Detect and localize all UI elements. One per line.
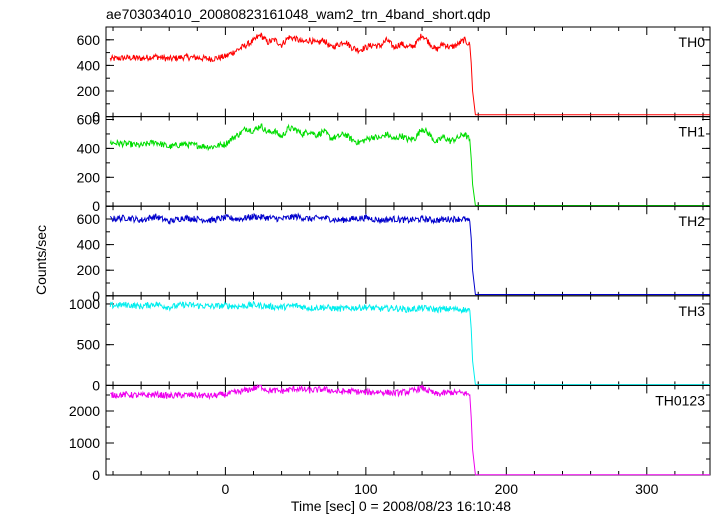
series-label-th3: TH3 [679, 303, 706, 319]
x-tick-label: 0 [221, 481, 229, 497]
y-tick-label: 600 [77, 211, 101, 227]
y-tick-label: 0 [92, 467, 100, 483]
series-line-th2 [109, 212, 710, 295]
y-tick-label: 0 [92, 288, 100, 304]
panel-frame-th1 [105, 116, 711, 207]
panel-frame-th0 [105, 26, 711, 118]
x-axis-label: Time [sec] 0 = 2008/08/23 16:10:48 [291, 498, 511, 514]
series-line-th1 [109, 123, 710, 206]
y-tick-label: 1000 [69, 296, 100, 312]
y-tick-label: 2000 [69, 403, 100, 419]
x-tick-label: 300 [635, 481, 659, 497]
y-tick-label: 400 [77, 237, 101, 253]
y-tick-label: 1000 [69, 435, 100, 451]
y-tick-label: 0 [92, 377, 100, 393]
series-line-th3 [109, 300, 710, 386]
y-tick-label: 400 [77, 57, 101, 73]
y-tick-label: 400 [77, 140, 101, 156]
x-tick-label: 200 [495, 481, 519, 497]
series-label-th1: TH1 [679, 124, 706, 140]
panel-frame-th0123 [105, 384, 711, 476]
y-tick-label: 600 [77, 111, 101, 127]
panels: 0 200 400 600 TH0 0 200 400 600 TH1 0 200 400 600 TH2 0… [69, 26, 711, 497]
series-line-th0 [109, 32, 710, 116]
y-tick-label: 0 [92, 198, 100, 214]
series-line-th0123 [110, 383, 710, 476]
series-label-th0: TH0 [679, 34, 706, 50]
y-tick-label: 500 [77, 337, 101, 353]
y-axis-label: Counts/sec [33, 225, 49, 295]
x-tick-label: 100 [354, 481, 378, 497]
y-tick-label: 200 [77, 262, 101, 278]
y-tick-label: 200 [77, 169, 101, 185]
y-tick-label: 0 [92, 109, 100, 125]
chart-title: ae703034010_20080823161048_wam2_trn_4ban… [106, 6, 491, 22]
y-tick-label: 200 [77, 83, 101, 99]
series-label-th2: TH2 [679, 213, 706, 229]
series-label-th0123: TH0123 [655, 392, 705, 408]
y-tick-label: 600 [77, 32, 101, 48]
